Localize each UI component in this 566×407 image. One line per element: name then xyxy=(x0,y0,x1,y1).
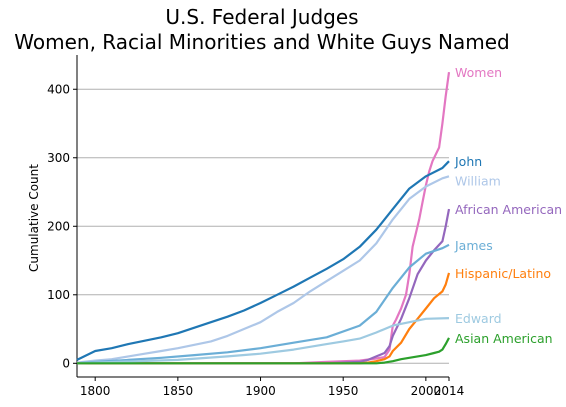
y-tick-label: 100 xyxy=(47,288,70,302)
series-line-asian-american xyxy=(77,337,450,365)
series-lines xyxy=(76,71,451,365)
x-tick-label: 1800 xyxy=(80,384,111,398)
y-axis-label: Cumulative Count xyxy=(27,164,41,272)
series-label-women: Women xyxy=(455,65,502,80)
axes xyxy=(73,55,450,381)
y-tick-label: 200 xyxy=(47,219,70,233)
series-label-john: John xyxy=(454,154,482,169)
series-line-william xyxy=(76,175,450,364)
series-label-edward: Edward xyxy=(455,311,502,326)
series-line-hispanic-latino xyxy=(77,272,451,365)
y-tick-label: 300 xyxy=(47,151,70,165)
series-label-james: James xyxy=(454,238,493,253)
series-line-john xyxy=(76,160,450,361)
series-label-asian-american: Asian American xyxy=(455,331,553,346)
series-labels: Women John William African American James His… xyxy=(454,65,562,346)
series-line-edward xyxy=(76,317,450,365)
series-line-james xyxy=(76,243,450,365)
chart-subtitle: Women, Racial Minorities and White Guys … xyxy=(14,30,509,54)
x-tick-label: 2014 xyxy=(434,384,465,398)
series-label-african-american: African American xyxy=(455,202,562,217)
x-tick-label: 2000 xyxy=(411,384,442,398)
y-tick-label: 400 xyxy=(47,82,70,96)
gridlines xyxy=(77,88,449,364)
series-line-african-american xyxy=(77,208,451,365)
series-label-hispanic-latino: Hispanic/Latino xyxy=(455,266,551,281)
x-tick-label: 1850 xyxy=(163,384,194,398)
series-label-william: William xyxy=(455,173,501,188)
x-tick-label: 1900 xyxy=(245,384,276,398)
x-tick-label: 1950 xyxy=(328,384,359,398)
series-line-women xyxy=(77,71,451,365)
y-tick-label: 0 xyxy=(62,356,70,370)
chart-title: U.S. Federal Judges xyxy=(165,5,358,29)
